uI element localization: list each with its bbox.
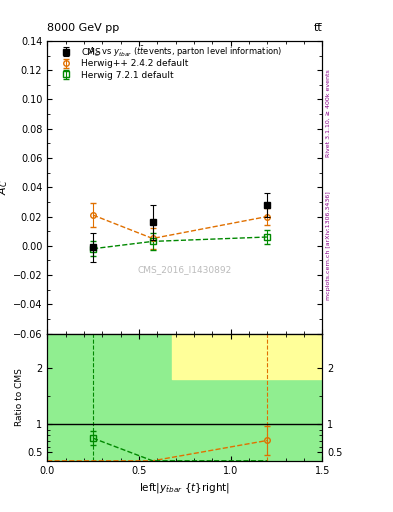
Text: $A_C$ vs $y_{\bar{t}bar}$ ($t\bar{t}$events, parton level information): $A_C$ vs $y_{\bar{t}bar}$ ($t\bar{t}$eve…	[88, 44, 282, 59]
Y-axis label: Ratio to CMS: Ratio to CMS	[15, 368, 24, 426]
X-axis label: $\mathrm{left}|y_{\bar{t}bar}\ \{t\}\mathrm{right}|$: $\mathrm{left}|y_{\bar{t}bar}\ \{t\}\mat…	[139, 481, 230, 495]
Text: CMS_2016_I1430892: CMS_2016_I1430892	[138, 265, 232, 274]
Text: Rivet 3.1.10, ≥ 400k events: Rivet 3.1.10, ≥ 400k events	[326, 69, 331, 157]
Legend: CMS, Herwig++ 2.4.2 default, Herwig 7.2.1 default: CMS, Herwig++ 2.4.2 default, Herwig 7.2.…	[51, 46, 191, 82]
Text: 8000 GeV pp: 8000 GeV pp	[47, 23, 119, 33]
Text: mcplots.cern.ch [arXiv:1306.3436]: mcplots.cern.ch [arXiv:1306.3436]	[326, 191, 331, 300]
Y-axis label: $A_C$: $A_C$	[0, 180, 10, 195]
Text: tt̅: tt̅	[314, 23, 322, 33]
